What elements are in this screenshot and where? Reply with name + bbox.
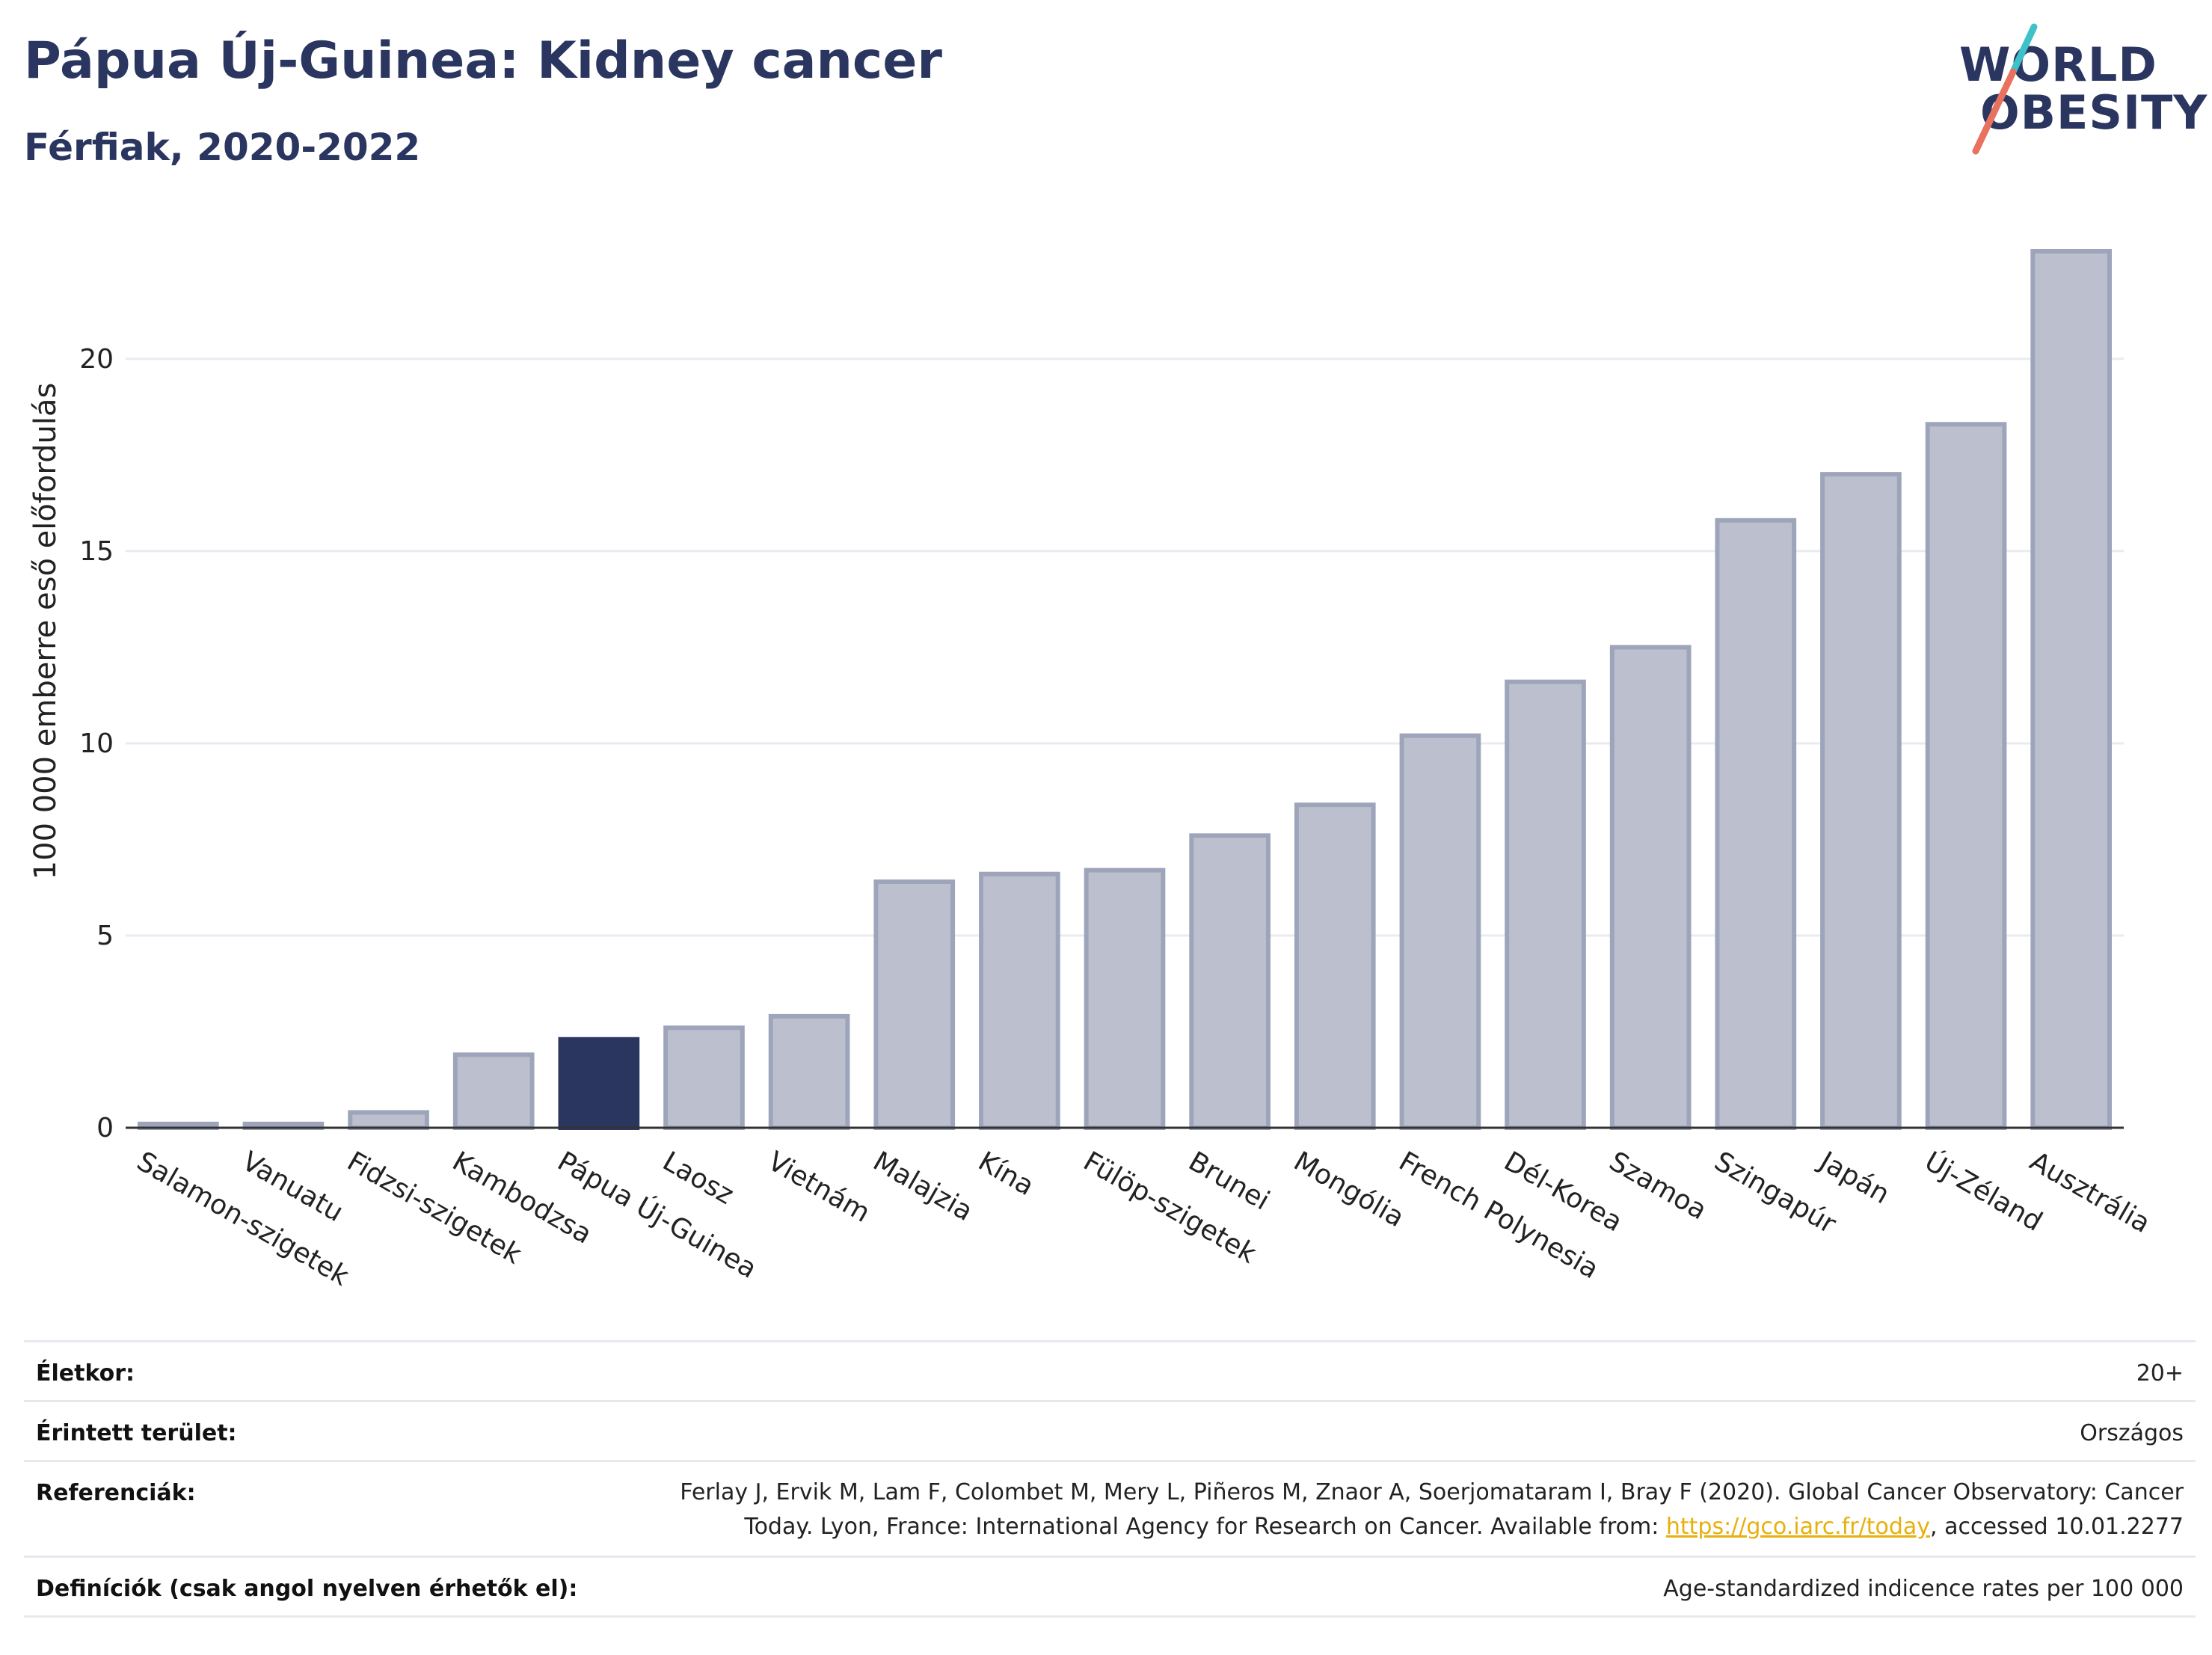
bar-szamoa[interactable] [1609,645,1692,1130]
y-tick-label: 5 [96,921,114,951]
logo-line-2: OBESITY [1980,85,2208,140]
x-tick-label: Fülöp-szigetek [1078,1146,1262,1269]
y-tick-label: 20 [79,344,114,375]
definitions-value: Age-standardized indicence rates per 100… [1663,1576,2184,1602]
bar-k-na[interactable] [979,871,1060,1131]
bar-vietn-m[interactable] [768,1013,850,1130]
area-value: Országos [2080,1420,2184,1446]
x-tick-label: Pápua Új-Guinea [553,1146,763,1285]
bar-fidzsi-szigetek[interactable] [348,1110,429,1131]
info-row-definitions: Definíciók (csak angol nyelven érhetők e… [24,1556,2196,1618]
info-row-references: Referenciák: Ferlay J, Ervik M, Lam F, C… [24,1460,2196,1558]
bar-malajzia[interactable] [873,879,956,1131]
chart-subtitle: Férfiak, 2020-2022 [24,126,421,169]
chart-title: Pápua Új-Guinea: Kidney cancer [24,31,942,90]
bar-ausztr-lia[interactable] [2030,248,2113,1130]
bar-mong-lia[interactable] [1294,802,1376,1130]
bar-jap-n[interactable] [1820,472,1902,1130]
x-tick-label: Ausztrália [2024,1146,2155,1239]
bar-f-l-p-szigetek[interactable] [1084,868,1166,1130]
world-obesity-logo[interactable]: WORLD OBESITY [1944,22,2207,157]
area-label: Érintett terület: [36,1420,237,1446]
bars [137,248,2113,1131]
bar-brunei[interactable] [1189,833,1271,1130]
age-value: 20+ [2136,1360,2184,1387]
age-label: Életkor: [36,1360,135,1387]
logo-slash-icon [1972,23,2038,155]
references-text-1: Ferlay J, Ervik M, Lam F, Colombet M, Me… [680,1479,2184,1540]
references-text: Ferlay J, Ervik M, Lam F, Colombet M, Me… [613,1476,2184,1544]
x-tick-label: French Polynesia [1394,1146,1604,1285]
bar-french-polynesia[interactable] [1399,733,1481,1130]
references-label: Referenciák: [36,1480,196,1506]
y-tick-label: 0 [96,1113,114,1143]
bar--j-z-land[interactable] [1925,422,2007,1130]
logo-line-1: WORLD [1959,37,2157,92]
info-bottom-divider [24,1615,2196,1618]
x-tick-label: Malajzia [867,1146,977,1227]
bar-d-l-korea[interactable] [1505,679,1586,1130]
bar-kambodzsa[interactable] [452,1052,535,1130]
y-axis-label: 100 000 emberre eső előfordulás [28,383,63,880]
info-row-age: Életkor: 20+ [24,1340,2196,1402]
bar-chart: 0 5 10 15 20 Salamon-szigetekVanuatuFidzsi-s… [28,248,2155,1292]
bar-p-pua-j-guinea[interactable] [558,1037,640,1131]
bar-laosz[interactable] [663,1025,745,1130]
y-tick-label: 15 [79,536,114,567]
y-tick-label: 10 [79,728,114,759]
definitions-label: Definíciók (csak angol nyelven érhetők e… [36,1576,578,1602]
x-tick-label: Mongólia [1288,1146,1410,1233]
x-tick-label: Új-Zéland [1920,1146,2048,1238]
x-tick-label: Laosz [657,1146,739,1210]
x-tick-label: Vietnám [763,1146,875,1229]
x-tick-label: Fidzsi-szigetek [342,1146,526,1270]
bar-szingap-r[interactable] [1715,518,1797,1130]
y-axis-ticks: 0 5 10 15 20 [79,344,114,1143]
references-text-2: , accessed 10.01.2277 [1930,1514,2184,1540]
references-link[interactable]: https://gco.iarc.fr/today [1665,1514,1931,1540]
x-tick-label: Japán [1813,1145,1894,1210]
x-tick-label: Kína [973,1146,1039,1202]
info-row-area: Érintett terület: Országos [24,1400,2196,1462]
x-axis-labels: Salamon-szigetekVanuatuFidzsi-szigetekKa… [132,1145,2155,1292]
